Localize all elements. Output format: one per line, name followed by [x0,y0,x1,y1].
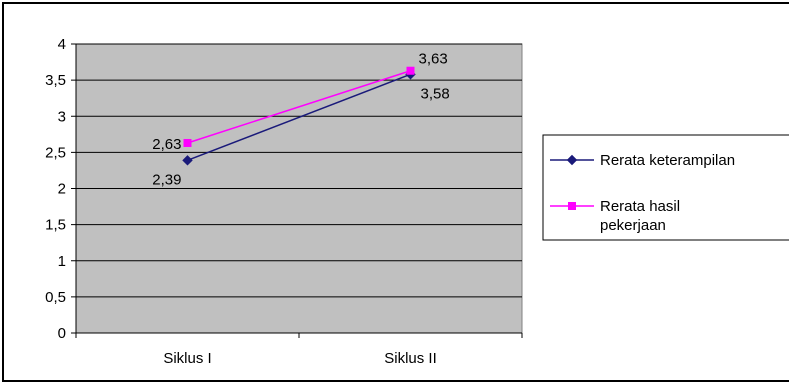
legend-label: Rerata keterampilan [600,152,735,169]
data-label: 3,58 [421,85,450,102]
data-label: 2,39 [152,171,181,188]
legend-label: Rerata hasil [600,198,680,215]
data-label: 3,63 [419,51,448,68]
series-line [187,73,411,162]
legend-label: pekerjaan [600,217,666,234]
y-tick-label: 1,5 [45,217,66,234]
data-label: 2,63 [152,136,181,153]
y-tick-label: 0,5 [45,289,66,306]
square-marker [183,138,192,147]
square-marker [406,66,415,75]
y-tick-label: 4 [58,36,66,53]
square-marker [568,202,576,210]
x-tick-label: Siklus II [384,350,437,367]
y-tick-label: 3,5 [45,72,66,89]
y-tick-label: 2 [58,181,66,198]
legend-box [542,134,789,241]
x-tick-labels: Siklus I Siklus II [163,350,436,367]
y-tick-label: 3 [58,108,66,125]
y-tick-label: 1 [58,253,66,270]
legend: Rerata keterampilan Rerata hasil pekerjaan [542,134,789,241]
diamond-marker [182,155,193,166]
series-line [187,70,411,144]
diamond-marker [566,154,578,166]
y-tick-label: 0 [58,325,66,342]
y-tick-labels: 0 0,5 1 1,5 2 2,5 3 3,5 4 [45,36,66,342]
x-tick-label: Siklus I [163,350,211,367]
axes [71,43,523,338]
data-labels: 2,39 3,58 2,63 3,63 [152,51,449,189]
y-tick-label: 2,5 [45,144,66,161]
series [182,66,416,166]
grid-lines [76,43,522,298]
